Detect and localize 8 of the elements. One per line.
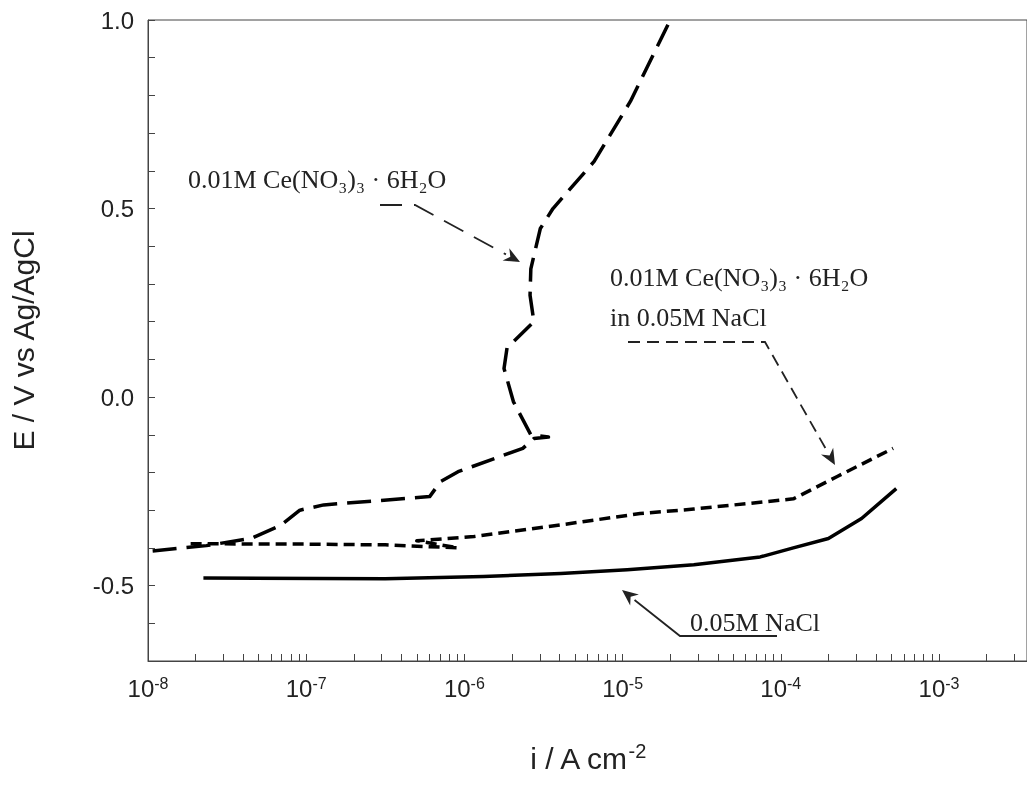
y-tick-label: 1.0 xyxy=(100,6,134,34)
y-tick-label: 0.0 xyxy=(100,383,134,411)
annotation: 0.01M Ce(NO₃)₃ · 6H₂O xyxy=(188,164,447,196)
annotation: 0.05M NaCl xyxy=(690,607,820,639)
y-tick-label: -0.5 xyxy=(92,572,134,600)
y-tick-label: 0.5 xyxy=(100,195,134,223)
y-axis-title: E / V vs Ag/AgCl xyxy=(6,230,40,451)
annotation: 0.01M Ce(NO₃)₃ · 6H₂O in 0.05M NaCl xyxy=(610,262,869,334)
